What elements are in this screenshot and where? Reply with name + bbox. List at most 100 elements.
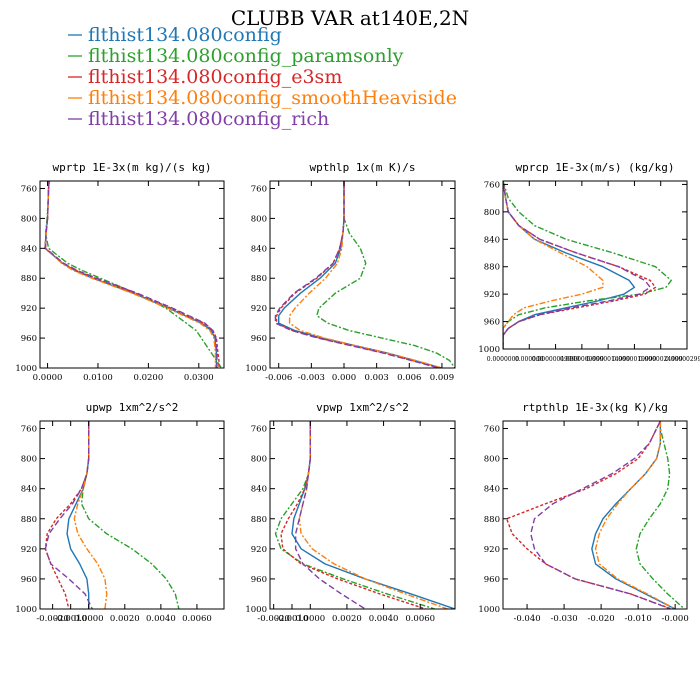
panels: wprtp 1E-3x(m kg)/(s kg) 760 800 840 880 920 9… [15,161,700,624]
panel-4-ytick-label-4: 880 [21,515,37,525]
panel-1-series-1 [44,181,218,368]
panel-5-title: vpwp 1xm^2/s^2 [316,401,409,414]
panel-3-xtick-label-6: 0.0000019999 [612,356,656,363]
panel-2-series-1 [278,181,443,368]
panel-2-ytick-label-7: 1000 [245,364,267,374]
panel-3-ytick-label-5: 920 [484,290,500,300]
panel-1-xtick-label-2: 0.0100 [83,373,113,383]
panel-1-ytick-label-7: 1000 [15,364,37,374]
figure-title: CLUBB VAR at140E,2N [231,6,469,30]
panel-3-xtick-label-3: 0.00000049999 [532,356,580,363]
panel-2-xtick-label-4: 0.003 [364,373,388,383]
panel-2-title: wpthlp 1x(m K)/s [310,161,416,174]
panel-5: vpwp 1xm^2/s^27608008408809209601000-0.0… [245,401,456,624]
panel-6-xtick-label-5: -0.000 [662,614,689,624]
panel-5-ytick-label-2: 800 [251,455,267,465]
panel-4-ytick-label-1: 760 [21,425,37,435]
panel-4-series-5 [44,421,93,609]
panel-6-ytick-label-1: 760 [484,425,500,435]
panel-1: wprtp 1E-3x(m kg)/(s kg) 760 800 840 880 920 9… [15,161,225,383]
panel-3-frame [502,180,688,350]
panel-6-ytick-label-7: 1000 [478,605,500,615]
panel-3-xtick-label-5: 0.0000014999 [586,356,630,363]
panel-2-ytick-label-1: 760 [251,184,267,194]
panel-1-ytick-label-4: 880 [21,274,37,284]
panel-1-ytick-label-5: 920 [21,304,37,314]
panel-1-series-3 [44,181,220,368]
panel-4-xtick-label-5: 0.0040 [146,614,176,624]
panel-3-xtick-label-4: 0.0000009999 [560,356,604,363]
panel-3-ytick-label-3: 840 [484,235,500,245]
legend: flthist134.080configflthist134.080config… [68,24,457,130]
panel-4-series-4 [73,421,108,609]
panel-3-series-2 [503,181,672,349]
panel-2-series-2 [316,181,455,368]
panel-6-title: rtpthlp 1E-3x(kg K)/kg [522,401,668,414]
panel-4-xtick-label-6: 0.0060 [182,614,212,624]
panel-5-xtick-label-1: -0.0020 [257,614,290,624]
panel-3-xtick-label-8: 0.0000029999 [665,356,700,363]
panel-1-series-5 [44,181,218,368]
panel-2-ytick-label-5: 920 [251,304,267,314]
panel-5-frame [269,420,456,610]
legend-label-3: flthist134.080config_e3sm [88,66,342,88]
panel-5-ytick-label-5: 920 [251,545,267,555]
panel-5-xtick-label-2: -0.0010 [276,614,309,624]
panel-5-xtick-label-3: 0.0000 [295,614,325,624]
panel-1-ytick-label-2: 800 [21,214,37,224]
panel-6-xtick-label-2: -0.030 [550,614,577,624]
panel-2-xtick-label-2: -0.003 [298,373,325,383]
panel-6-series-5 [530,421,671,609]
panel-6-series-1 [591,421,676,609]
panel-5-ytick-label-6: 960 [251,575,267,585]
legend-label-5: flthist134.080config_rich [88,108,329,130]
panel-5-xtick-label-5: 0.0040 [369,614,399,624]
panel-3-xtick-label-7: 0.0000024999 [639,356,683,363]
panel-5-ytick-label-1: 760 [251,425,267,435]
panel-1-series-4 [44,181,217,368]
panel-2-ytick-label-3: 840 [251,244,267,254]
panel-3-title: wprcp 1E-3x(m/s) (kg/kg) [516,161,675,174]
panel-3-xtick-label-2: 0.000000 [515,356,544,363]
panel-4-xtick-label-1: -0.0020 [36,614,69,624]
panel-3-series-3 [503,181,657,349]
panel-4-xtick-label-4: 0.0020 [110,614,140,624]
legend-label-1: flthist134.080config [88,24,282,46]
panel-2-series-5 [274,181,439,368]
panel-6: rtpthlp 1E-3x(kg K)/kg 760 800 840 880 920 960… [478,401,688,624]
panel-4-series-3 [44,421,90,609]
panel-3-series-5 [503,181,651,349]
panel-2-ytick-label-4: 880 [251,274,267,284]
panel-3-xtick-label-1: 0.0000000 [487,356,520,363]
panel-2-ytick-label-6: 960 [251,334,267,344]
panel-6-xtick-label-4: -0.010 [625,614,652,624]
panel-2-xtick-label-3: 0.000 [332,373,356,383]
panel-6-series-2 [635,421,685,609]
panel-6-series-4 [594,421,676,609]
panel-4-ytick-label-6: 960 [21,575,37,585]
panel-1-ytick-label-3: 840 [21,244,37,254]
panel-3-series-4 [503,181,604,349]
panel-1-frame [39,180,225,369]
panel-5-series-2 [274,421,436,609]
panel-5-xtick-label-4: 0.0020 [332,614,362,624]
panel-5-series-5 [294,421,366,609]
legend-label-4: flthist134.080config_smoothHeaviside [88,87,457,109]
panel-2: wpthlp 1x(m K)/s 760 800 840 880 920 960 1000 -0… [245,161,456,383]
panel-6-ytick-label-4: 880 [484,515,500,525]
panel-4-ytick-label-5: 920 [21,545,37,555]
panel-1-xtick-label-1: 0.0000 [33,373,63,383]
panel-5-ytick-label-7: 1000 [245,605,267,615]
panel-2-frame [269,180,456,369]
panel-1-series-2 [44,181,223,368]
panel-2-ytick-label-2: 800 [251,214,267,224]
panel-6-ytick-label-3: 840 [484,485,500,495]
legend-label-2: flthist134.080config_paramsonly [88,45,404,67]
panel-6-frame [502,420,688,610]
panel-6-series-3 [506,421,672,609]
panel-3-ytick-label-2: 800 [484,208,500,218]
panel-4-frame [39,420,225,610]
panel-4-xtick-label-3: 0.0000 [74,614,104,624]
panel-3-ytick-label-4: 880 [484,263,500,273]
panel-4-title: upwp 1xm^2/s^2 [86,401,179,414]
